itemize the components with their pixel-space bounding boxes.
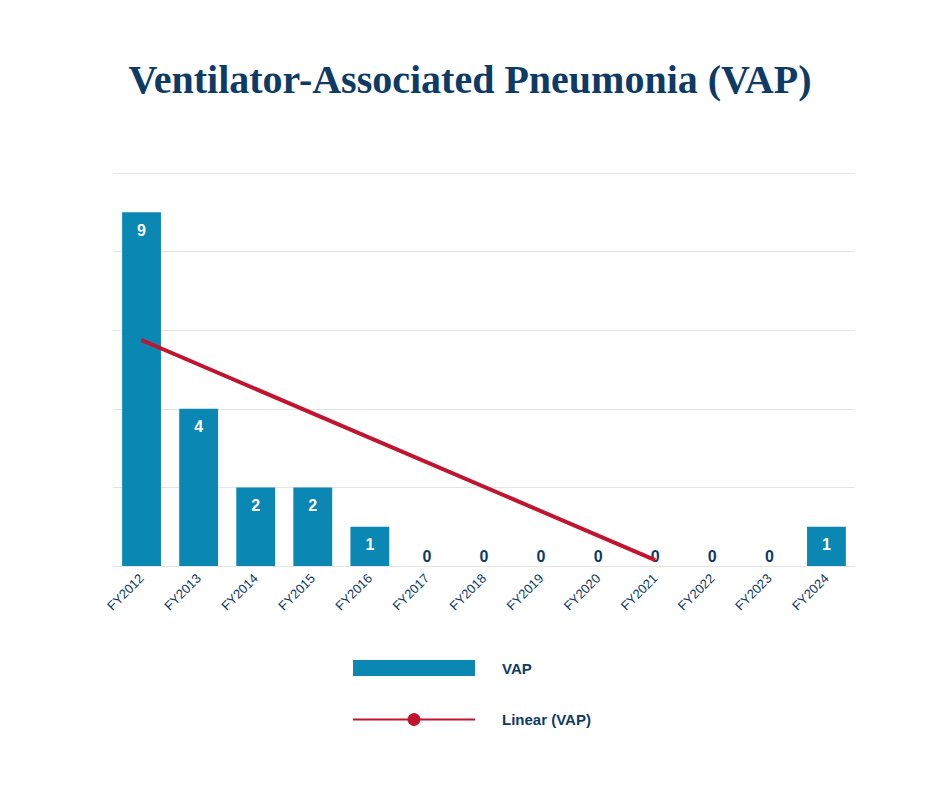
svg-text:FY2018: FY2018 — [447, 571, 490, 614]
svg-text:0: 0 — [765, 548, 774, 565]
svg-text:FY2019: FY2019 — [504, 571, 547, 614]
svg-text:4: 4 — [194, 418, 203, 435]
svg-text:FY2024: FY2024 — [789, 571, 832, 614]
svg-text:0: 0 — [480, 548, 489, 565]
svg-text:FY2017: FY2017 — [389, 571, 432, 614]
svg-text:FY2023: FY2023 — [732, 571, 775, 614]
svg-text:FY2020: FY2020 — [561, 571, 604, 614]
svg-text:FY2016: FY2016 — [332, 571, 375, 614]
svg-text:2: 2 — [308, 497, 317, 514]
svg-text:0: 0 — [537, 548, 546, 565]
svg-text:Linear (VAP): Linear (VAP) — [502, 711, 591, 728]
svg-text:FY2021: FY2021 — [618, 571, 661, 614]
svg-text:0: 0 — [422, 548, 431, 565]
svg-text:FY2012: FY2012 — [104, 571, 147, 614]
svg-text:Ventilator-Associated Pneumoni: Ventilator-Associated Pneumonia (VAP) — [129, 57, 812, 102]
svg-text:9: 9 — [137, 222, 146, 239]
svg-text:0: 0 — [708, 548, 717, 565]
svg-text:FY2015: FY2015 — [275, 571, 318, 614]
svg-text:0: 0 — [594, 548, 603, 565]
svg-text:1: 1 — [365, 536, 374, 553]
svg-text:VAP: VAP — [502, 660, 532, 677]
svg-text:0: 0 — [651, 548, 660, 565]
svg-text:FY2013: FY2013 — [161, 571, 204, 614]
svg-text:2: 2 — [251, 497, 260, 514]
svg-text:1: 1 — [822, 536, 831, 553]
svg-text:FY2022: FY2022 — [675, 571, 718, 614]
svg-text:FY2014: FY2014 — [218, 571, 261, 614]
